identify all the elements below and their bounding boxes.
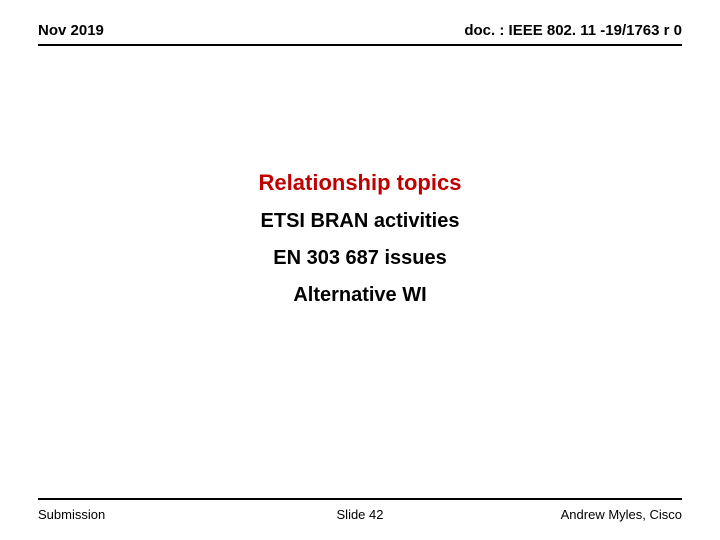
header-date: Nov 2019 (38, 22, 104, 39)
topics-list: Relationship topics ETSI BRAN activities… (0, 170, 720, 321)
topic-3: Alternative WI (0, 284, 720, 307)
topic-1: ETSI BRAN activities (0, 210, 720, 233)
header: Nov 2019 doc. : IEEE 802. 11 -19/1763 r … (38, 22, 682, 39)
footer-right: Andrew Myles, Cisco (561, 507, 682, 522)
header-row: Nov 2019 doc. : IEEE 802. 11 -19/1763 r … (38, 22, 682, 39)
footer-center: Slide 42 (337, 507, 384, 522)
topic-0: Relationship topics (0, 170, 720, 196)
footer-rule (38, 498, 682, 500)
topic-2: EN 303 687 issues (0, 247, 720, 270)
header-doc-id: doc. : IEEE 802. 11 -19/1763 r 0 (464, 22, 682, 39)
header-rule (38, 44, 682, 46)
footer: Submission Slide 42 Andrew Myles, Cisco (38, 507, 682, 522)
footer-left: Submission (38, 507, 105, 522)
slide: Nov 2019 doc. : IEEE 802. 11 -19/1763 r … (0, 0, 720, 540)
